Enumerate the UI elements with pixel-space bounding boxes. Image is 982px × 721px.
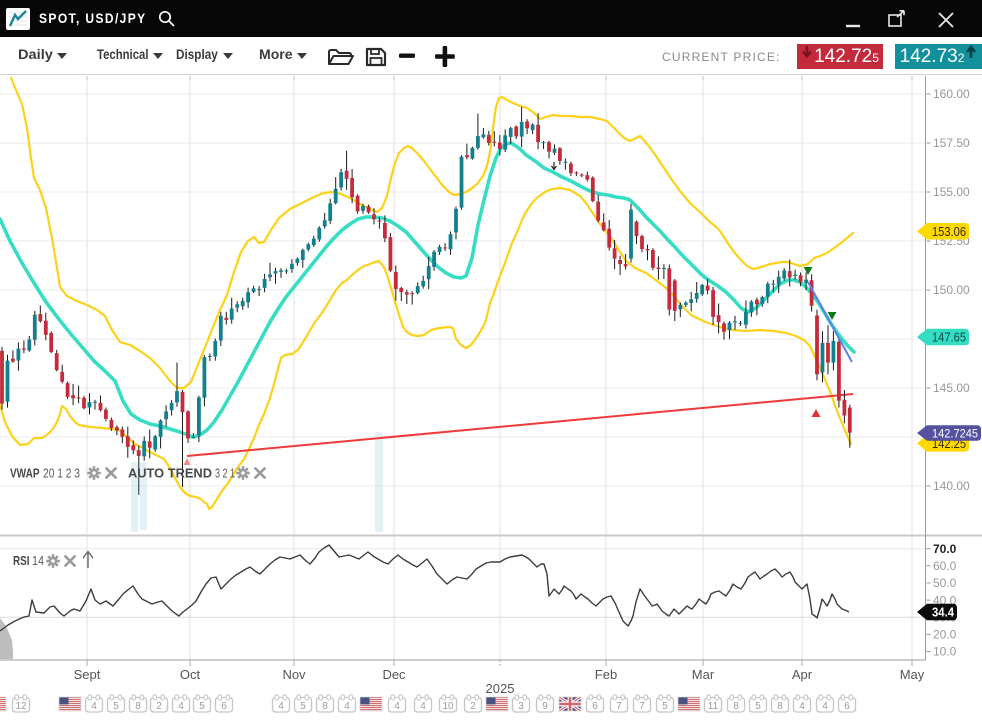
svg-text:2: 2	[156, 701, 162, 712]
svg-text:6: 6	[844, 701, 850, 712]
svg-text:4: 4	[91, 701, 97, 712]
svg-text:155.00: 155.00	[933, 185, 970, 199]
svg-text:4: 4	[799, 701, 805, 712]
svg-text:145.00: 145.00	[933, 381, 970, 395]
svg-text:147.65: 147.65	[932, 331, 966, 345]
svg-text:Dec: Dec	[382, 667, 406, 682]
svg-text:5: 5	[199, 701, 205, 712]
svg-text:4: 4	[344, 701, 350, 712]
svg-text:RSI: RSI	[13, 554, 30, 568]
svg-text:10: 10	[442, 701, 454, 712]
svg-text:3 2 1: 3 2 1	[215, 467, 235, 481]
svg-text:3: 3	[518, 701, 524, 712]
svg-text:8: 8	[135, 701, 141, 712]
svg-text:4: 4	[420, 701, 426, 712]
svg-text:8: 8	[733, 701, 739, 712]
svg-text:5: 5	[300, 701, 306, 712]
svg-text:4: 4	[394, 701, 400, 712]
svg-text:153.06: 153.06	[932, 225, 966, 239]
svg-text:142.7245: 142.7245	[932, 426, 978, 440]
svg-text:6: 6	[221, 701, 227, 712]
svg-text:150.00: 150.00	[933, 283, 970, 297]
svg-text:Sept: Sept	[74, 667, 101, 682]
svg-text:4: 4	[822, 701, 828, 712]
svg-text:Feb: Feb	[595, 667, 617, 682]
svg-text:11: 11	[708, 701, 719, 712]
svg-text:10.0: 10.0	[933, 645, 957, 659]
svg-text:5: 5	[113, 701, 119, 712]
svg-text:7: 7	[616, 701, 622, 712]
svg-text:Apr: Apr	[792, 667, 813, 682]
svg-text:157.50: 157.50	[933, 136, 970, 150]
svg-text:12: 12	[15, 701, 27, 712]
svg-text:34.4: 34.4	[932, 605, 955, 620]
svg-text:Nov: Nov	[282, 667, 306, 682]
svg-text:160.00: 160.00	[933, 87, 970, 101]
svg-text:2: 2	[470, 701, 476, 712]
svg-text:May: May	[900, 667, 925, 682]
svg-text:60.0: 60.0	[933, 559, 957, 573]
svg-text:14: 14	[32, 554, 44, 568]
svg-text:70.0: 70.0	[933, 542, 957, 556]
svg-text:4: 4	[278, 701, 284, 712]
svg-text:VWAP: VWAP	[10, 467, 40, 481]
svg-text:5: 5	[662, 701, 668, 712]
svg-text:8: 8	[777, 701, 783, 712]
svg-text:20.0: 20.0	[933, 628, 957, 642]
svg-text:20 1 2 3: 20 1 2 3	[43, 467, 80, 481]
svg-text:4: 4	[178, 701, 184, 712]
svg-text:50.0: 50.0	[933, 576, 957, 590]
svg-text:5: 5	[755, 701, 761, 712]
svg-text:AUTO TREND: AUTO TREND	[128, 467, 212, 481]
svg-text:140.00: 140.00	[933, 479, 970, 493]
svg-text:7: 7	[639, 701, 645, 712]
svg-text:Mar: Mar	[692, 667, 715, 682]
svg-text:6: 6	[592, 701, 598, 712]
svg-text:2025: 2025	[486, 681, 515, 696]
svg-text:8: 8	[322, 701, 328, 712]
svg-text:9: 9	[542, 701, 548, 712]
svg-text:Oct: Oct	[180, 667, 201, 682]
